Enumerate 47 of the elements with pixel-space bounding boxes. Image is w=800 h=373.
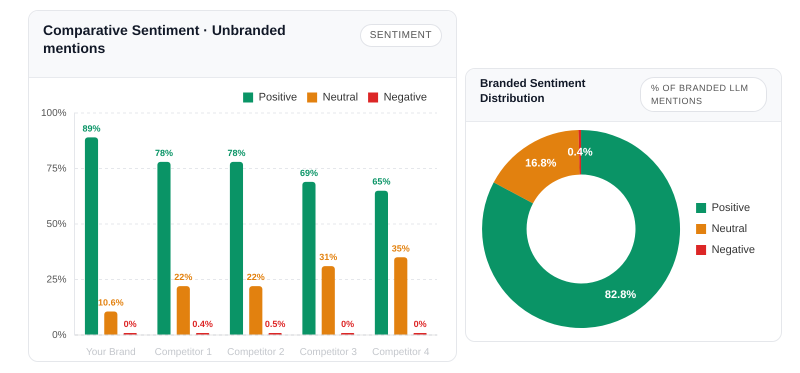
data-label: 0%: [124, 318, 137, 329]
data-label: 10.6%: [98, 297, 124, 308]
bar: [157, 162, 171, 334]
x-tick-label: Your Brand: [86, 346, 136, 358]
x-tick-label: Competitor 3: [300, 346, 358, 358]
bar: [84, 137, 98, 334]
data-label: 82.8%: [604, 288, 636, 301]
y-tick-label: 50%: [46, 218, 67, 230]
y-tick-label: 0%: [52, 330, 67, 341]
x-tick-label: Competitor 4: [372, 346, 430, 358]
bar: [374, 190, 388, 334]
chart-subtitle: % OF BRANDED LLM MENTIONS: [640, 77, 767, 112]
data-label: 0%: [341, 318, 354, 329]
y-tick-label: 25%: [46, 274, 67, 286]
x-tick-label: Competitor 1: [154, 346, 212, 358]
legend-label: Neutral: [712, 223, 748, 236]
legend-label: Positive: [712, 202, 750, 214]
data-label: 0%: [414, 318, 427, 329]
legend-label: Negative: [712, 244, 756, 256]
bar: [176, 286, 190, 334]
data-label: 89%: [82, 123, 100, 134]
bar: [230, 162, 244, 334]
bar: [394, 257, 408, 334]
chart-subtitle: SENTIMENT: [360, 24, 442, 47]
data-label: 22%: [174, 272, 192, 282]
chart-title: Comparative Sentiment · Unbranded mentions: [43, 21, 287, 58]
y-tick-label: 75%: [46, 163, 67, 174]
legend-label: Negative: [384, 92, 428, 104]
chart-title: Branded Sentiment Distribution: [480, 77, 586, 107]
data-label: 65%: [372, 176, 390, 187]
data-label: 78%: [154, 148, 173, 158]
data-label: 31%: [319, 252, 338, 262]
data-label: 22%: [246, 272, 265, 282]
data-label: 16.8%: [525, 158, 557, 170]
data-label: 0.4%: [192, 318, 213, 329]
bar: [302, 182, 316, 334]
legend-label: Neutral: [322, 92, 358, 104]
data-label: 0.5%: [264, 318, 286, 329]
data-label: 78%: [227, 148, 246, 158]
legend-label: Positive: [258, 92, 298, 104]
y-tick-label: 100%: [41, 108, 67, 119]
data-label: 35%: [392, 243, 410, 254]
bar: [104, 311, 118, 334]
bar: [249, 286, 262, 334]
bar: [322, 266, 335, 334]
x-tick-label: Competitor 2: [227, 346, 285, 358]
data-label: 69%: [300, 168, 318, 178]
